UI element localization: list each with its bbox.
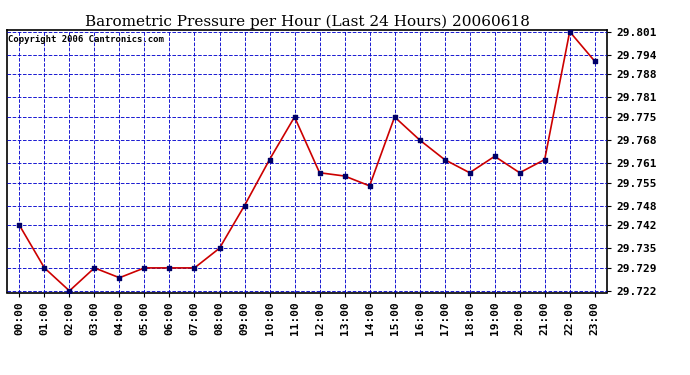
Point [114,275,125,281]
Point [514,170,525,176]
Point [489,153,500,159]
Point [264,157,275,163]
Point [289,114,300,120]
Text: Copyright 2006 Cantronics.com: Copyright 2006 Cantronics.com [8,35,164,44]
Point [589,58,600,64]
Point [164,265,175,271]
Point [539,157,550,163]
Point [14,222,25,228]
Point [439,157,450,163]
Point [314,170,325,176]
Point [189,265,200,271]
Point [139,265,150,271]
Point [239,202,250,208]
Point [39,265,50,271]
Point [339,173,350,179]
Point [564,28,575,34]
Point [64,288,75,294]
Point [389,114,400,120]
Point [414,137,425,143]
Point [464,170,475,176]
Point [364,183,375,189]
Title: Barometric Pressure per Hour (Last 24 Hours) 20060618: Barometric Pressure per Hour (Last 24 Ho… [85,15,529,29]
Point [214,245,225,251]
Point [89,265,100,271]
